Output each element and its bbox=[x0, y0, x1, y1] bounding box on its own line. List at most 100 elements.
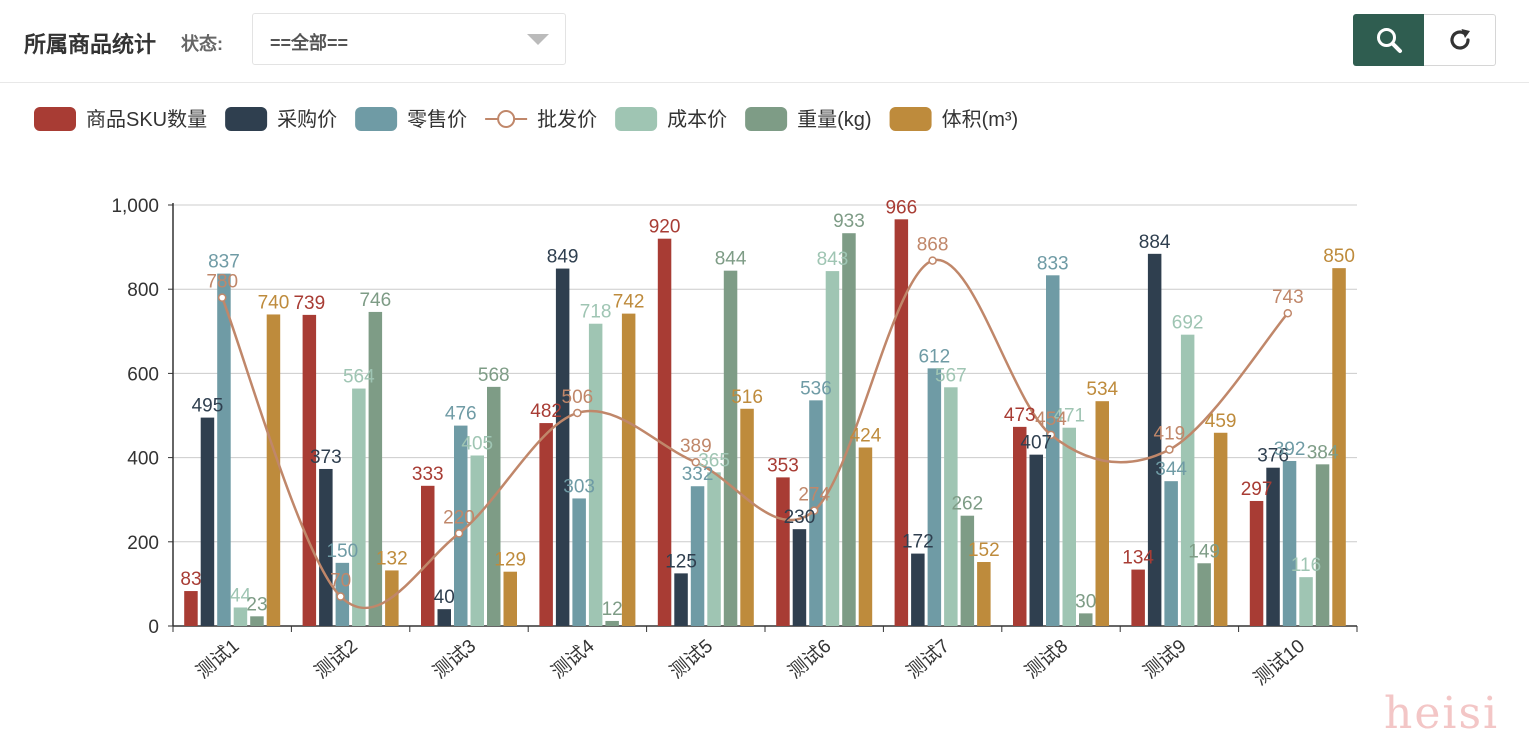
y-tick-label: 1,000 bbox=[111, 196, 159, 217]
bar-成本价 bbox=[707, 472, 721, 626]
data-label: 868 bbox=[917, 235, 949, 256]
bar-零售价 bbox=[572, 498, 586, 626]
bar-采购价 bbox=[437, 609, 451, 626]
x-tick-label: 测试4 bbox=[547, 635, 599, 683]
data-label: 129 bbox=[494, 550, 526, 571]
bar-采购价 bbox=[674, 573, 688, 626]
bar-体积(m³) bbox=[977, 562, 991, 626]
bar-商品SKU数量 bbox=[421, 485, 435, 626]
data-label: 376 bbox=[1257, 446, 1289, 467]
y-tick-label: 400 bbox=[127, 449, 159, 470]
data-label: 134 bbox=[1122, 548, 1154, 569]
x-tick-label: 测试5 bbox=[666, 635, 717, 683]
bar-体积(m³) bbox=[1095, 401, 1109, 626]
data-label: 344 bbox=[1155, 459, 1187, 480]
data-label: 132 bbox=[376, 548, 408, 569]
data-label: 30 bbox=[1075, 591, 1096, 612]
x-tick-label: 测试1 bbox=[192, 635, 243, 683]
bar-体积(m³) bbox=[621, 313, 636, 626]
chevron-down-icon bbox=[527, 34, 549, 45]
bar-成本价 bbox=[944, 387, 958, 626]
data-label: 850 bbox=[1323, 246, 1355, 267]
x-tick-label: 测试7 bbox=[902, 635, 953, 683]
data-label: 419 bbox=[1154, 424, 1186, 445]
bar-商品SKU数量 bbox=[776, 477, 790, 626]
data-label: 262 bbox=[951, 494, 983, 515]
watermark: heisi bbox=[1384, 688, 1500, 739]
data-label: 849 bbox=[547, 247, 579, 268]
bar-采购价 bbox=[911, 553, 925, 626]
legend-marker bbox=[615, 107, 658, 131]
bar-商品SKU数量 bbox=[1131, 569, 1145, 626]
data-label: 612 bbox=[918, 346, 950, 367]
bar-成本价 bbox=[588, 323, 603, 626]
toolbar: 所属商品统计 状态: ==全部== bbox=[0, 0, 1529, 83]
data-label: 516 bbox=[731, 387, 763, 408]
bar-成本价 bbox=[825, 271, 840, 626]
legend-marker bbox=[889, 107, 932, 131]
bar-零售价 bbox=[927, 368, 942, 626]
bar-零售价 bbox=[454, 425, 468, 626]
data-label: 149 bbox=[1188, 541, 1220, 562]
legend-label: 成本价 bbox=[667, 108, 727, 131]
line-point bbox=[1283, 308, 1293, 318]
bar-重量(kg) bbox=[1079, 613, 1093, 626]
data-label: 920 bbox=[649, 217, 681, 238]
data-label: 389 bbox=[680, 436, 712, 457]
data-label: 495 bbox=[192, 396, 224, 417]
refresh-button[interactable] bbox=[1424, 14, 1496, 66]
bar-采购价 bbox=[1029, 454, 1043, 626]
data-label: 44 bbox=[230, 585, 252, 606]
search-button[interactable] bbox=[1353, 14, 1425, 66]
data-label: 692 bbox=[1172, 313, 1204, 334]
data-label: 780 bbox=[206, 272, 238, 293]
status-select-value: ==全部== bbox=[270, 33, 349, 53]
legend-marker bbox=[34, 107, 76, 131]
data-label: 966 bbox=[885, 197, 917, 218]
bar-重量(kg) bbox=[368, 311, 383, 626]
bar-商品SKU数量 bbox=[657, 238, 672, 626]
x-tick-label: 测试6 bbox=[784, 635, 835, 683]
data-label: 742 bbox=[613, 292, 645, 313]
bar-商品SKU数量 bbox=[184, 591, 198, 626]
data-label: 274 bbox=[798, 485, 830, 506]
legend-marker bbox=[497, 110, 516, 128]
data-label: 70 bbox=[330, 571, 351, 592]
legend-label: 重量(kg) bbox=[797, 108, 871, 131]
data-label: 83 bbox=[180, 569, 201, 590]
data-label: 12 bbox=[602, 599, 623, 620]
data-label: 718 bbox=[580, 302, 612, 323]
data-label: 220 bbox=[443, 507, 475, 528]
bar-零售价 bbox=[1046, 275, 1060, 626]
data-label: 333 bbox=[412, 464, 444, 485]
x-tick-label: 测试3 bbox=[429, 635, 480, 683]
data-label: 564 bbox=[343, 367, 375, 388]
bar-成本价 bbox=[470, 455, 484, 626]
data-label: 843 bbox=[817, 249, 849, 270]
x-tick-label: 测试8 bbox=[1021, 635, 1072, 683]
chart: 0 200 400 600 800 1,000 测试1 测试2 测试3 测试4 测试5 测试6 测试7 测… bbox=[34, 107, 1358, 690]
data-label: 116 bbox=[1291, 555, 1321, 576]
data-label: 392 bbox=[1274, 439, 1306, 460]
bar-重量(kg) bbox=[250, 616, 264, 626]
bar-商品SKU数量 bbox=[1013, 426, 1027, 626]
data-label: 739 bbox=[293, 293, 325, 314]
bar-成本价 bbox=[1180, 334, 1195, 626]
bar-重量(kg) bbox=[723, 270, 738, 626]
bar-成本价 bbox=[1062, 427, 1076, 626]
data-label: 152 bbox=[968, 540, 1000, 561]
data-label: 459 bbox=[1205, 411, 1237, 432]
status-select[interactable]: ==全部== bbox=[252, 13, 566, 65]
line-point bbox=[336, 592, 345, 601]
data-label: 506 bbox=[562, 387, 594, 408]
data-label: 454 bbox=[1035, 409, 1067, 430]
status-label: 状态: bbox=[181, 34, 223, 54]
line-point bbox=[1165, 445, 1174, 454]
bar-重量(kg) bbox=[605, 620, 619, 626]
legend-label: 体积(m³) bbox=[942, 108, 1019, 131]
bar-零售价 bbox=[1164, 481, 1178, 626]
data-label: 172 bbox=[902, 532, 934, 553]
bar-采购价 bbox=[1266, 467, 1280, 626]
x-tick-label: 测试9 bbox=[1139, 635, 1190, 683]
data-label: 933 bbox=[833, 211, 865, 232]
